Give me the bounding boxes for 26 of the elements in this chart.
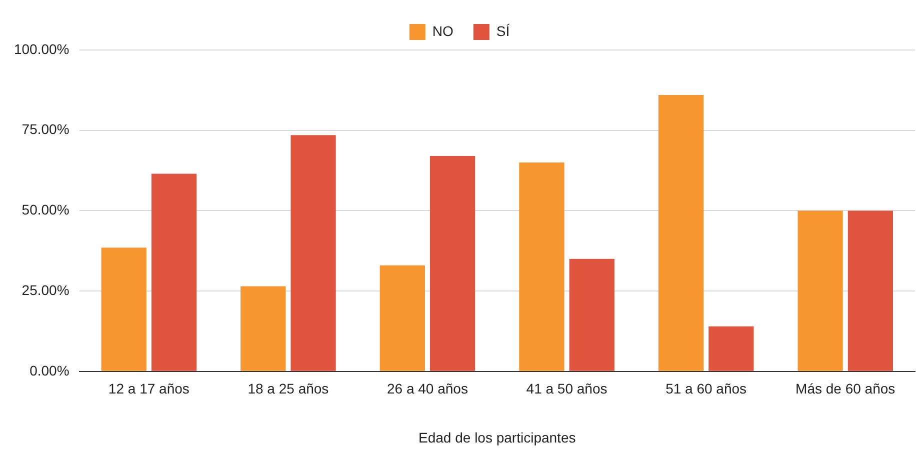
y-tick-label: 75.00% <box>22 121 70 138</box>
y-tick-label: 25.00% <box>22 282 70 298</box>
x-tick-label: 26 a 40 años <box>387 380 468 397</box>
y-tick-label: 100.00% <box>14 40 70 57</box>
bar <box>430 156 476 371</box>
bar <box>380 265 425 371</box>
x-tick-label: 51 a 60 años <box>666 380 747 397</box>
y-tick-label: 0.00% <box>30 362 70 378</box>
legend-label: SÍ <box>496 22 510 39</box>
bar <box>101 248 146 371</box>
bar <box>569 258 614 371</box>
y-tick-label: 50.00% <box>22 202 70 218</box>
x-tick-label: 41 a 50 años <box>526 380 608 397</box>
bar <box>658 94 704 371</box>
legend-label: NO <box>432 22 454 39</box>
bar <box>519 162 564 371</box>
bar <box>290 135 336 371</box>
x-axis-title: Edad de los participantes <box>418 429 576 446</box>
bar <box>848 210 893 371</box>
x-tick-label: 12 a 17 años <box>108 380 190 397</box>
x-tick-label: Más de 60 años <box>796 380 896 397</box>
bar <box>151 174 197 371</box>
bar <box>798 210 843 371</box>
bar <box>708 326 754 371</box>
x-tick-label: 18 a 25 años <box>248 380 329 397</box>
bar <box>240 286 286 371</box>
